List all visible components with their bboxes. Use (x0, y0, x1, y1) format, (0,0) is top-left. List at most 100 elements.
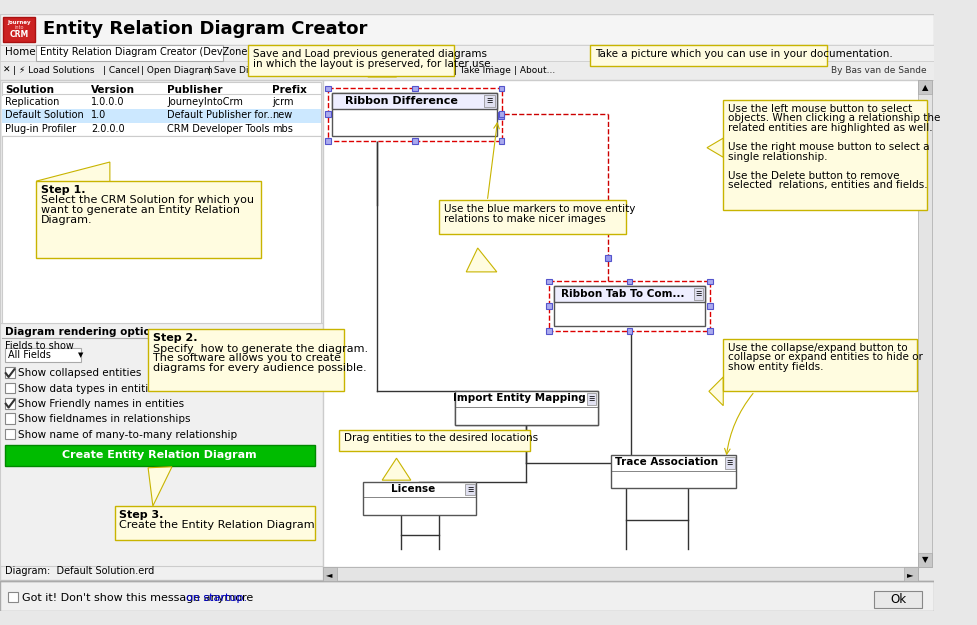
Bar (5, 382, 16, 393)
Bar (332, 93, 496, 136)
Bar (465, 484, 475, 496)
Bar (484, 95, 494, 107)
Text: show entity fields.: show entity fields. (727, 362, 823, 372)
Text: Publisher: Publisher (167, 84, 223, 94)
Bar (324, 111, 330, 117)
Text: diagrams for every audience possible.: diagrams for every audience possible. (152, 362, 366, 372)
Text: ▼: ▼ (920, 555, 927, 564)
Bar (706, 279, 712, 284)
Bar (0, 80, 322, 579)
Text: Solution: Solution (5, 84, 54, 94)
Bar (498, 86, 504, 91)
Bar (327, 89, 501, 141)
Text: objects. When clicking a relationship the: objects. When clicking a relationship th… (727, 113, 940, 123)
Text: Prefix: Prefix (272, 84, 307, 94)
Text: JourneyIntoCrm: JourneyIntoCrm (167, 97, 243, 107)
Bar (5, 413, 16, 424)
Bar (5, 429, 16, 439)
Polygon shape (367, 62, 396, 77)
Text: ⊕: ⊕ (425, 66, 432, 75)
Text: Diagram rendering options: Diagram rendering options (5, 328, 164, 338)
Text: want to generate an Entity Relation: want to generate an Entity Relation (41, 205, 239, 215)
Text: Ok: Ok (889, 593, 906, 606)
Bar (454, 391, 598, 407)
Polygon shape (708, 377, 723, 406)
Bar (546, 279, 552, 284)
Text: ☰: ☰ (466, 487, 473, 492)
Text: single relationship.: single relationship. (727, 151, 827, 161)
Bar (8, 592, 19, 602)
Text: ☰: ☰ (726, 460, 733, 466)
Text: The software allows you to create: The software allows you to create (152, 353, 341, 363)
Bar (454, 391, 598, 425)
Bar (917, 80, 931, 94)
Bar (497, 112, 504, 119)
Text: | Cancel: | Cancel (104, 66, 140, 75)
Bar (917, 80, 931, 567)
Text: Show Friendly names in entities: Show Friendly names in entities (19, 399, 184, 409)
Text: selected  relations, entities and fields.: selected relations, entities and fields. (727, 180, 927, 190)
Bar (5, 398, 16, 409)
Bar (917, 552, 931, 567)
Text: Plug-in Profiler: Plug-in Profiler (5, 124, 76, 134)
Text: Show name of many-to-many relationship: Show name of many-to-many relationship (19, 429, 237, 439)
Text: ☰: ☰ (588, 396, 594, 402)
Text: Replication: Replication (5, 97, 59, 107)
Bar (362, 482, 475, 514)
Bar (0, 322, 322, 566)
Bar (0, 61, 933, 80)
Bar (0, 581, 933, 611)
Bar (411, 86, 417, 91)
Bar (322, 567, 917, 581)
Text: ▲: ▲ (920, 83, 927, 92)
Bar (590, 46, 827, 66)
Text: in which the layout is preserved, for later use.: in which the layout is preserved, for la… (253, 59, 493, 69)
Text: Show data types in entities: Show data types in entities (19, 384, 160, 394)
Bar (626, 279, 632, 284)
Polygon shape (466, 248, 496, 272)
Bar (439, 200, 625, 234)
Bar (0, 14, 933, 44)
Bar (546, 303, 552, 309)
Text: Select the CRM Solution for which you: Select the CRM Solution for which you (41, 196, 254, 206)
Bar (586, 393, 596, 405)
Text: Ribbon Difference: Ribbon Difference (345, 96, 457, 106)
Text: By Bas van de Sande: By Bas van de Sande (830, 66, 926, 75)
Bar (2, 123, 320, 136)
Text: Step 2.: Step 2. (152, 333, 197, 343)
Bar (324, 86, 330, 91)
Bar (626, 328, 632, 334)
Text: 100%: 100% (351, 66, 377, 75)
Text: into: into (15, 26, 23, 31)
Text: ☰: ☰ (486, 98, 491, 104)
Text: on startup.: on startup. (186, 592, 247, 602)
Text: Use the collapse/expand button to: Use the collapse/expand button to (727, 342, 907, 352)
Bar (903, 567, 917, 581)
Text: Version: Version (91, 84, 135, 94)
Text: jcrm: jcrm (272, 97, 293, 107)
Text: Use the blue markers to move entity: Use the blue markers to move entity (444, 204, 635, 214)
Bar (322, 80, 918, 567)
Text: License: License (390, 484, 435, 494)
Text: Diagram:  Default Solution.erd: Diagram: Default Solution.erd (5, 566, 153, 576)
Text: ⊖: ⊖ (378, 66, 386, 75)
Bar (3, 17, 35, 42)
Text: Ribbon Tab To Com...: Ribbon Tab To Com... (561, 289, 684, 299)
Bar (549, 281, 709, 331)
Bar (873, 591, 921, 608)
Text: |: | (14, 66, 20, 75)
Bar (454, 391, 598, 425)
Polygon shape (382, 458, 410, 480)
Bar (554, 286, 704, 301)
Text: Create the Entity Relation Diagram: Create the Entity Relation Diagram (119, 520, 315, 530)
Text: Drag entities to the desired locations: Drag entities to the desired locations (344, 433, 537, 443)
Bar (546, 328, 552, 334)
Text: Fields to show: Fields to show (5, 341, 73, 351)
Polygon shape (148, 467, 172, 506)
Text: 2.0.0.0: 2.0.0.0 (91, 124, 124, 134)
Text: ►: ► (907, 570, 913, 579)
Text: CRM: CRM (10, 30, 28, 39)
Bar (322, 567, 337, 581)
Bar (148, 329, 344, 391)
Text: ☰: ☰ (695, 291, 701, 297)
